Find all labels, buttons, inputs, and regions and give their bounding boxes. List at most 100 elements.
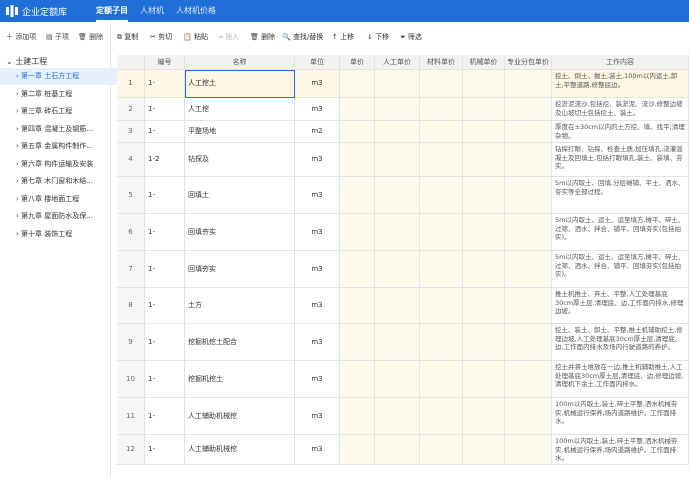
name-cell[interactable]: 平整场地 [185,121,295,143]
price-cell[interactable] [375,398,420,435]
unit-cell[interactable]: m3 [295,288,340,324]
price-cell[interactable] [463,288,505,324]
price-cell[interactable] [340,324,375,361]
toolbar-button[interactable]: 🔍 查找/替换 [282,33,324,41]
unit-cell[interactable]: m3 [295,398,340,435]
toolbar-button[interactable]: ⧉ 复制 [117,33,139,41]
code-cell[interactable]: 1- [145,324,185,361]
name-cell[interactable]: 人工挖 [185,98,295,121]
work-cell[interactable]: 挖土、倒土、抛土,装土,100m以内运土,卸土,平整道路,修整底边。 [552,70,689,98]
unit-cell[interactable]: m3 [295,324,340,361]
unit-cell[interactable]: m3 [295,143,340,177]
toolbar-button[interactable]: ↑ 上移 [332,33,355,41]
work-cell[interactable]: 厚度在±30cm以内的土方挖、填、找平;清理杂物。 [552,121,689,143]
code-cell[interactable]: 1- [145,214,185,251]
price-cell[interactable] [375,143,420,177]
price-cell[interactable] [420,288,463,324]
price-cell[interactable] [463,361,505,398]
price-cell[interactable] [420,98,463,121]
price-cell[interactable] [340,214,375,251]
work-cell[interactable]: 挖淤泥流沙,包括挖、装淤泥、流沙,修整边坡及山坡切土包括挖土、装土。 [552,98,689,121]
price-cell[interactable] [505,361,552,398]
price-cell[interactable] [340,121,375,143]
price-cell[interactable] [340,70,375,98]
child-button[interactable]: ▤ 子项 [46,33,69,41]
price-cell[interactable] [375,324,420,361]
tree-item[interactable]: › 第七章 木门窗和木结... [16,177,93,185]
name-cell[interactable]: 回填夯实 [185,251,295,288]
price-cell[interactable] [463,70,505,98]
price-cell[interactable] [463,398,505,435]
price-cell[interactable] [420,214,463,251]
name-cell[interactable]: 人工挖土 [185,70,295,98]
toolbar-button[interactable]: ✂ 剪切 [150,33,173,41]
name-cell[interactable]: 回填土 [185,177,295,214]
price-cell[interactable] [375,121,420,143]
price-cell[interactable] [340,288,375,324]
price-cell[interactable] [420,121,463,143]
work-cell[interactable]: 推土机推土、弃土、平整,人工处理基底30cm厚土层,清理底、边,工作面内排水,修… [552,288,689,324]
name-cell[interactable]: 人工辅助机械挖 [185,435,295,465]
work-cell[interactable]: 5m以内取土、运土、运至填方,摊平、碎土、过筛、洒水、拌合、铺平、回填夯实(包括… [552,251,689,288]
work-cell[interactable]: 挖土、装土、卸土、平整,推土机辅助挖土,修理边坡,人工处理基底30cm厚土层,清… [552,324,689,361]
price-cell[interactable] [463,214,505,251]
price-cell[interactable] [505,177,552,214]
name-cell[interactable]: 挖掘机挖土 [185,361,295,398]
price-cell[interactable] [375,251,420,288]
tree-item[interactable]: › 第四章 混凝土及钢筋... [16,124,93,133]
work-cell[interactable]: 5m以内取土、运土、运至填方,摊平、碎土、过筛、洒水、拌合、铺平、回填夯实(包括… [552,214,689,251]
price-cell[interactable] [340,251,375,288]
price-cell[interactable] [375,177,420,214]
unit-cell[interactable]: m3 [295,177,340,214]
code-cell[interactable]: 1- [145,361,185,398]
price-cell[interactable] [420,251,463,288]
code-cell[interactable]: 1- [145,398,185,435]
price-cell[interactable] [505,121,552,143]
price-cell[interactable] [505,435,552,465]
code-cell[interactable]: 1-2 [145,143,185,177]
add-button[interactable]: ＋ 添加项 [6,33,37,41]
tab[interactable]: 人材机价格 [176,6,216,15]
price-cell[interactable] [340,435,375,465]
tree-item[interactable]: › 第一章 土石方工程 [0,68,126,85]
price-cell[interactable] [505,251,552,288]
name-cell[interactable]: 钻探及 [185,143,295,177]
tree-item[interactable]: › 第三章 砖石工程 [16,107,73,115]
price-cell[interactable] [375,70,420,98]
price-cell[interactable] [375,361,420,398]
delete-button[interactable]: 🗑 删除 [78,33,104,41]
code-cell[interactable]: 1- [145,121,185,143]
tab[interactable]: 定额子目 [96,5,128,22]
price-cell[interactable] [420,70,463,98]
price-cell[interactable] [420,143,463,177]
unit-cell[interactable]: m2 [295,121,340,143]
name-cell[interactable]: 人工辅助机械挖 [185,398,295,435]
price-cell[interactable] [505,288,552,324]
toolbar-button[interactable]: ⏷ 筛选 [400,33,422,41]
unit-cell[interactable]: m3 [295,251,340,288]
price-cell[interactable] [463,177,505,214]
price-cell[interactable] [375,288,420,324]
name-cell[interactable]: 土方 [185,288,295,324]
price-cell[interactable] [505,214,552,251]
price-cell[interactable] [420,435,463,465]
name-cell[interactable]: 回填夯实 [185,214,295,251]
price-cell[interactable] [375,98,420,121]
code-cell[interactable]: 1- [145,251,185,288]
toolbar-button[interactable]: 📋 粘贴 [183,33,208,41]
work-cell[interactable]: 挖土并将土堆放在一边,推土机辅助推土,人工处理基底30cm厚土层,清理底、边,修… [552,361,689,398]
unit-cell[interactable]: m3 [295,361,340,398]
price-cell[interactable] [340,398,375,435]
price-cell[interactable] [463,435,505,465]
code-cell[interactable]: 1- [145,98,185,121]
tree-item[interactable]: › 第九章 屋面防水及保... [16,212,93,220]
code-cell[interactable]: 1- [145,177,185,214]
price-cell[interactable] [375,435,420,465]
name-cell[interactable]: 挖掘机挖土配合 [185,324,295,361]
price-cell[interactable] [340,177,375,214]
toolbar-button[interactable]: ↓ 下移 [367,33,390,41]
tree-item[interactable]: › 第五章 金属构件制作... [16,142,93,150]
price-cell[interactable] [340,361,375,398]
price-cell[interactable] [505,98,552,121]
tree-item[interactable]: › 第二章 桩基工程 [16,89,73,98]
